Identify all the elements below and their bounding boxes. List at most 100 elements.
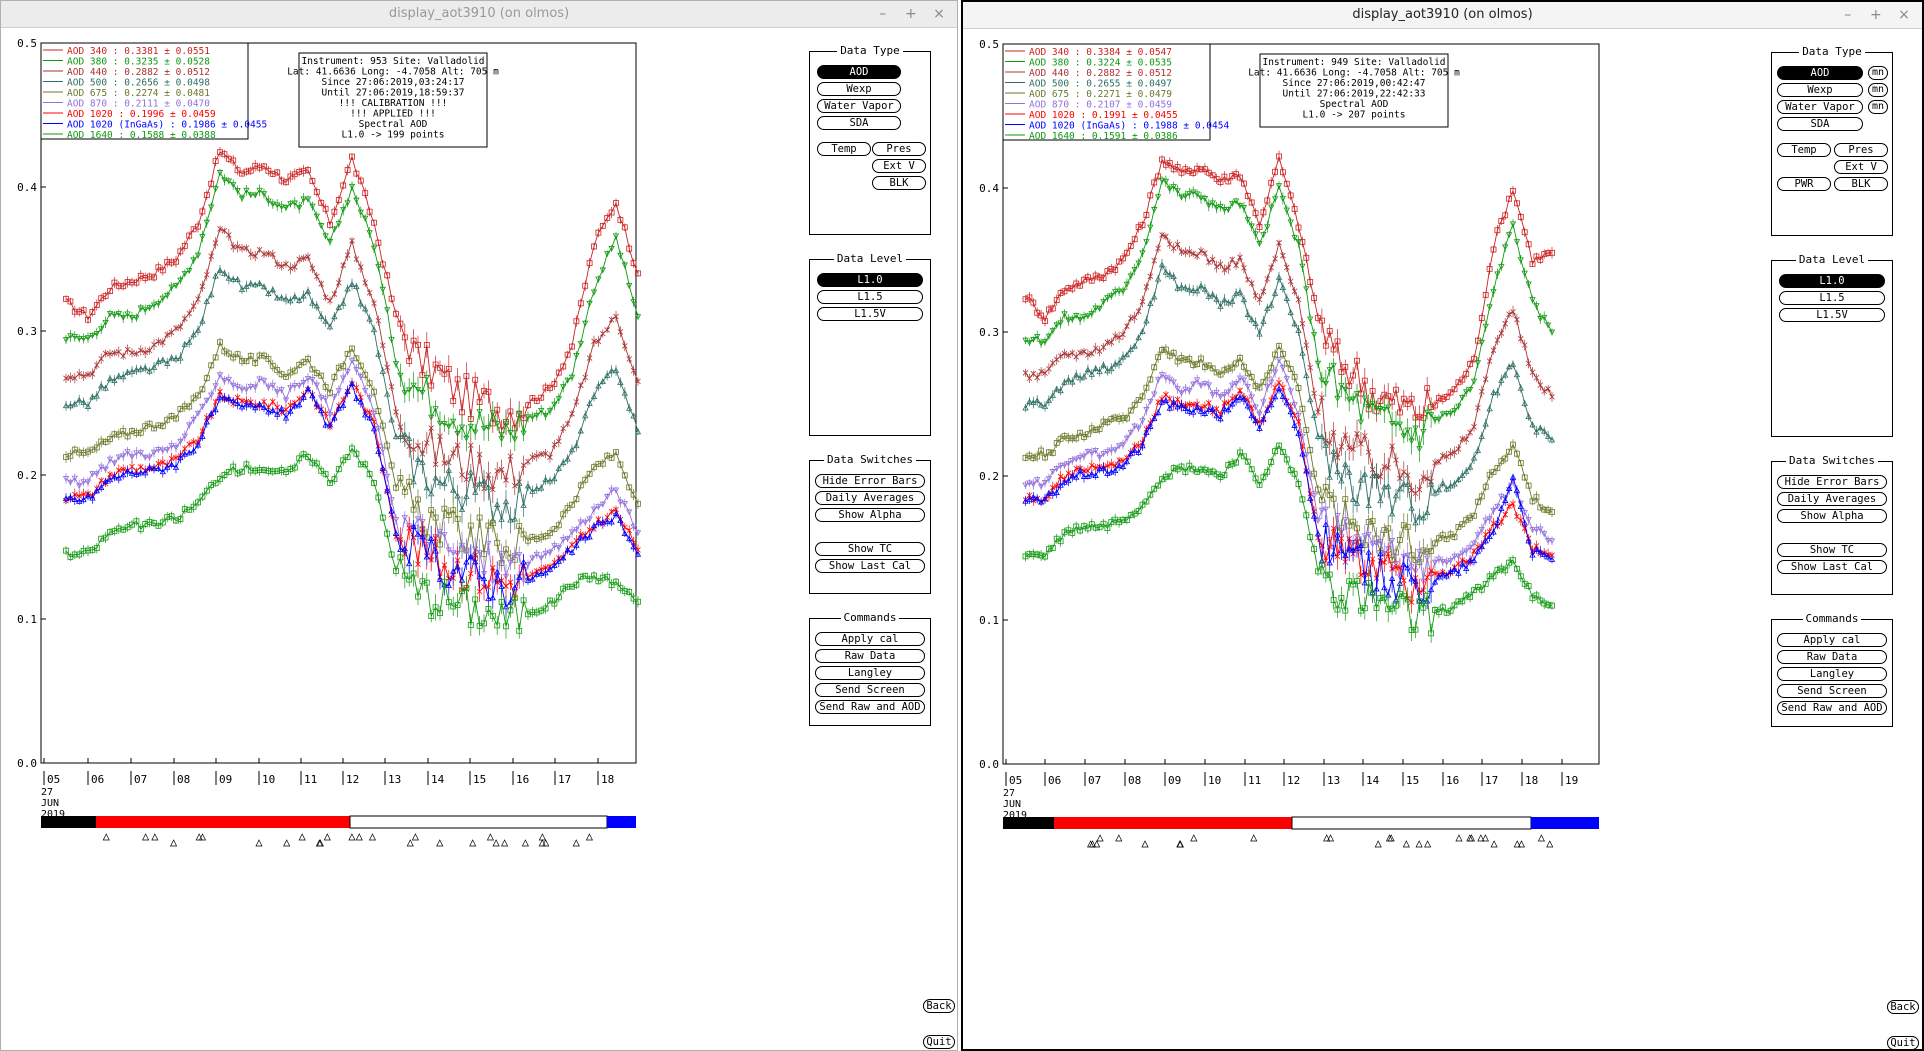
- data-point: [1388, 575, 1396, 581]
- data-point: [578, 531, 584, 538]
- maximize-icon[interactable]: +: [904, 6, 917, 22]
- data-point: [547, 454, 553, 461]
- data-point: [89, 546, 96, 553]
- level-l10-button[interactable]: L1.0: [817, 273, 923, 287]
- data-point: [1151, 364, 1158, 371]
- data-point: [1092, 305, 1099, 312]
- pres-button[interactable]: Pres: [872, 142, 926, 156]
- ext-v-button[interactable]: Ext V: [872, 159, 926, 173]
- data-point: [98, 535, 105, 542]
- send-screen-button[interactable]: Send Screen: [815, 683, 925, 697]
- show-last-cal-button[interactable]: Show Last Cal: [815, 559, 925, 573]
- data-point: [423, 342, 430, 348]
- data-point: [190, 331, 197, 338]
- data-point: [1229, 256, 1235, 263]
- data-point: [1307, 279, 1314, 285]
- back-button[interactable]: Back: [923, 999, 955, 1013]
- cal-marker: [538, 833, 546, 841]
- temp-button[interactable]: Temp: [817, 142, 871, 156]
- data-point: [1517, 503, 1524, 509]
- data-point: [203, 397, 210, 404]
- data-point: [542, 476, 549, 483]
- data-point: [577, 300, 584, 307]
- aod-button[interactable]: AOD: [817, 65, 901, 79]
- data-point: [1311, 295, 1318, 301]
- data-point: [348, 380, 356, 386]
- data-point: [287, 297, 294, 304]
- data-point: [445, 599, 452, 606]
- data-point: [1287, 278, 1294, 285]
- data-point: [1053, 466, 1060, 472]
- window-titlebar[interactable]: display_aot3910 (on olmos) – + ×: [963, 2, 1922, 29]
- data-point: [1022, 482, 1029, 489]
- data-point: [1303, 427, 1310, 433]
- data-point: [560, 537, 567, 543]
- data-point: [555, 465, 562, 471]
- legend-entry: AOD 440 : 0.2882 ± 0.0512: [67, 67, 210, 78]
- data-point: [432, 474, 439, 481]
- data-point: [1045, 333, 1053, 340]
- data-point: [115, 310, 122, 317]
- data-point: [608, 508, 615, 515]
- close-icon[interactable]: ×: [933, 6, 945, 22]
- data-point: [401, 431, 408, 437]
- data-point: [1139, 393, 1146, 400]
- minimize-icon[interactable]: –: [879, 6, 887, 22]
- data-point: [234, 470, 241, 477]
- maximize-icon[interactable]: +: [1869, 7, 1882, 23]
- minimize-icon[interactable]: –: [1844, 7, 1852, 23]
- data-point: [1260, 288, 1267, 295]
- quit-button[interactable]: Quit: [923, 1035, 955, 1049]
- data-point: [247, 167, 254, 174]
- send-raw-aod-button[interactable]: Send Raw and AOD: [815, 700, 925, 714]
- wexp-button[interactable]: Wexp: [817, 82, 901, 96]
- data-point: [1307, 534, 1314, 541]
- raw-data-button[interactable]: Raw Data: [815, 649, 925, 663]
- data-point: [1307, 396, 1314, 403]
- data-point: [234, 187, 241, 194]
- blk-button[interactable]: BLK: [872, 176, 926, 190]
- data-point: [410, 446, 417, 453]
- sda-button[interactable]: SDA: [817, 116, 901, 130]
- data-point: [472, 558, 479, 565]
- level-l15-button[interactable]: L1.5: [817, 290, 923, 304]
- data-point: [1353, 544, 1361, 551]
- data-point: [419, 390, 426, 396]
- x-tick-label: 18: [601, 773, 614, 786]
- apply-cal-button[interactable]: Apply cal: [815, 632, 925, 646]
- data-point: [1490, 389, 1497, 396]
- data-point: [261, 251, 267, 257]
- data-point: [626, 282, 633, 289]
- data-point: [476, 451, 483, 458]
- data-point: [1338, 443, 1345, 450]
- hide-error-bars-button[interactable]: Hide Error Bars: [815, 474, 925, 488]
- show-tc-button[interactable]: Show TC: [815, 542, 925, 556]
- data-point: [221, 394, 228, 401]
- data-point: [1108, 468, 1115, 475]
- data-point: [1092, 472, 1099, 478]
- data-point: [173, 325, 179, 331]
- data-point: [1455, 476, 1462, 483]
- data-point: [1303, 467, 1310, 474]
- data-point: [397, 554, 404, 561]
- show-alpha-button[interactable]: Show Alpha: [815, 508, 925, 522]
- daily-averages-button[interactable]: Daily Averages: [815, 491, 925, 505]
- window-titlebar[interactable]: display_aot3910 (on olmos) – + ×: [1, 1, 957, 28]
- data-point: [98, 382, 105, 389]
- data-point: [590, 289, 598, 296]
- data-point: [1502, 455, 1509, 462]
- data-point: [1049, 469, 1056, 475]
- data-point: [1272, 351, 1279, 358]
- data-point: [379, 465, 386, 471]
- data-point: [256, 164, 263, 171]
- close-icon[interactable]: ×: [1898, 7, 1910, 23]
- langley-button[interactable]: Langley: [815, 666, 925, 680]
- data-point: [1123, 351, 1131, 358]
- water-vapor-button[interactable]: Water Vapor: [817, 99, 901, 113]
- level-l15v-button[interactable]: L1.5V: [817, 307, 923, 321]
- data-point: [1350, 518, 1357, 525]
- data-point: [1533, 253, 1540, 260]
- data-point: [634, 550, 642, 557]
- data-point: [357, 461, 364, 468]
- info-box: [298, 52, 488, 148]
